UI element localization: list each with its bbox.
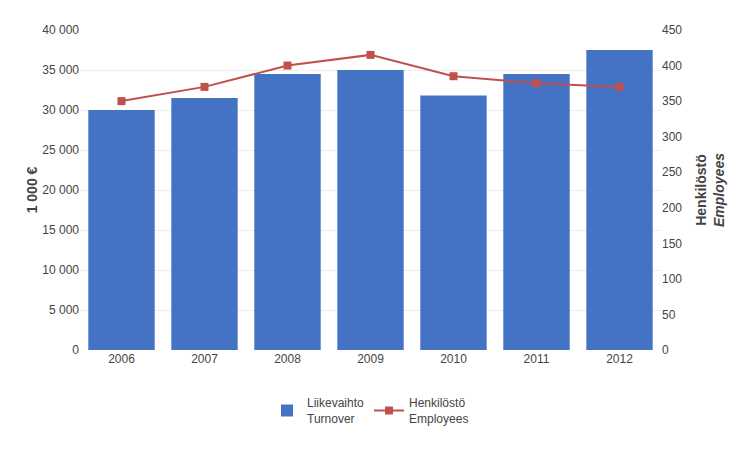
svg-text:350: 350 [662,94,682,108]
svg-text:250: 250 [662,165,682,179]
svg-text:2007: 2007 [191,352,218,366]
svg-text:HenkilöstöEmployees: HenkilöstöEmployees [409,396,468,426]
svg-text:HenkilöstöEmployees: HenkilöstöEmployees [693,153,727,227]
svg-text:10 000: 10 000 [42,263,79,277]
svg-text:50: 50 [662,308,676,322]
svg-text:2010: 2010 [440,352,467,366]
svg-text:2012: 2012 [606,352,633,366]
svg-text:2011: 2011 [524,352,550,366]
svg-text:300: 300 [662,130,682,144]
svg-text:400: 400 [662,59,682,73]
svg-text:20 000: 20 000 [42,183,79,197]
svg-text:0: 0 [662,343,669,357]
svg-text:40 000: 40 000 [42,23,79,37]
svg-text:0: 0 [72,343,79,357]
svg-text:150: 150 [662,237,682,251]
svg-text:15 000: 15 000 [42,223,79,237]
svg-text:LiikevaihtoTurnover: LiikevaihtoTurnover [307,396,364,426]
svg-text:35 000: 35 000 [42,63,79,77]
svg-text:2008: 2008 [274,352,301,366]
svg-text:5 000: 5 000 [49,303,79,317]
svg-text:1 000 €: 1 000 € [24,166,40,213]
svg-text:30 000: 30 000 [42,103,79,117]
svg-text:450: 450 [662,23,682,37]
svg-text:2006: 2006 [108,352,135,366]
svg-text:25 000: 25 000 [42,143,79,157]
svg-text:200: 200 [662,201,682,215]
svg-text:2009: 2009 [357,352,384,366]
svg-text:100: 100 [662,272,682,286]
